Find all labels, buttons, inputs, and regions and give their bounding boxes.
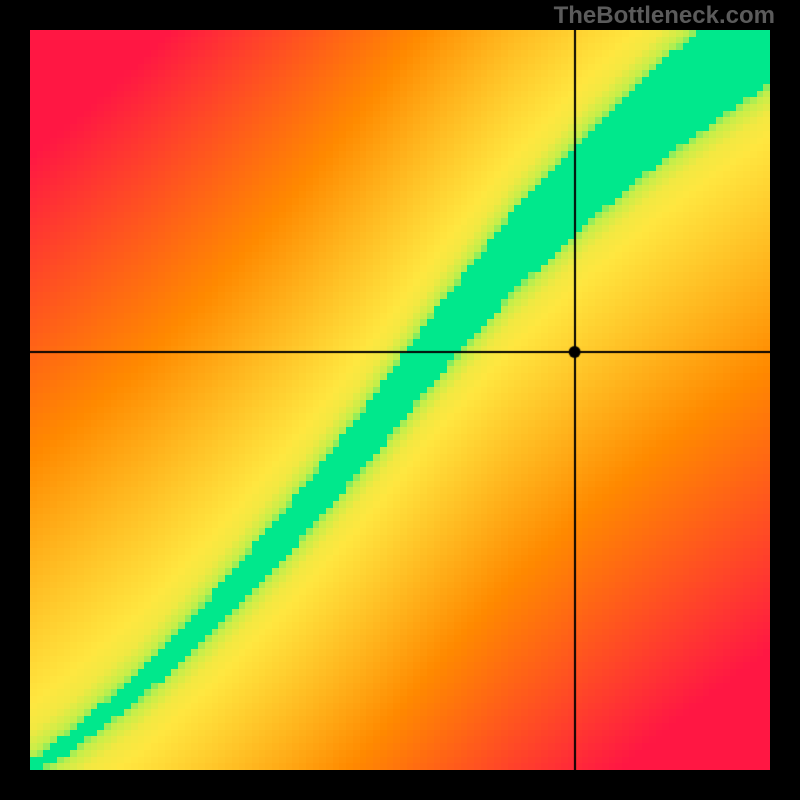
crosshair-overlay	[30, 30, 770, 770]
watermark-text: TheBottleneck.com	[554, 2, 775, 30]
chart-stage: TheBottleneck.com	[0, 0, 800, 800]
